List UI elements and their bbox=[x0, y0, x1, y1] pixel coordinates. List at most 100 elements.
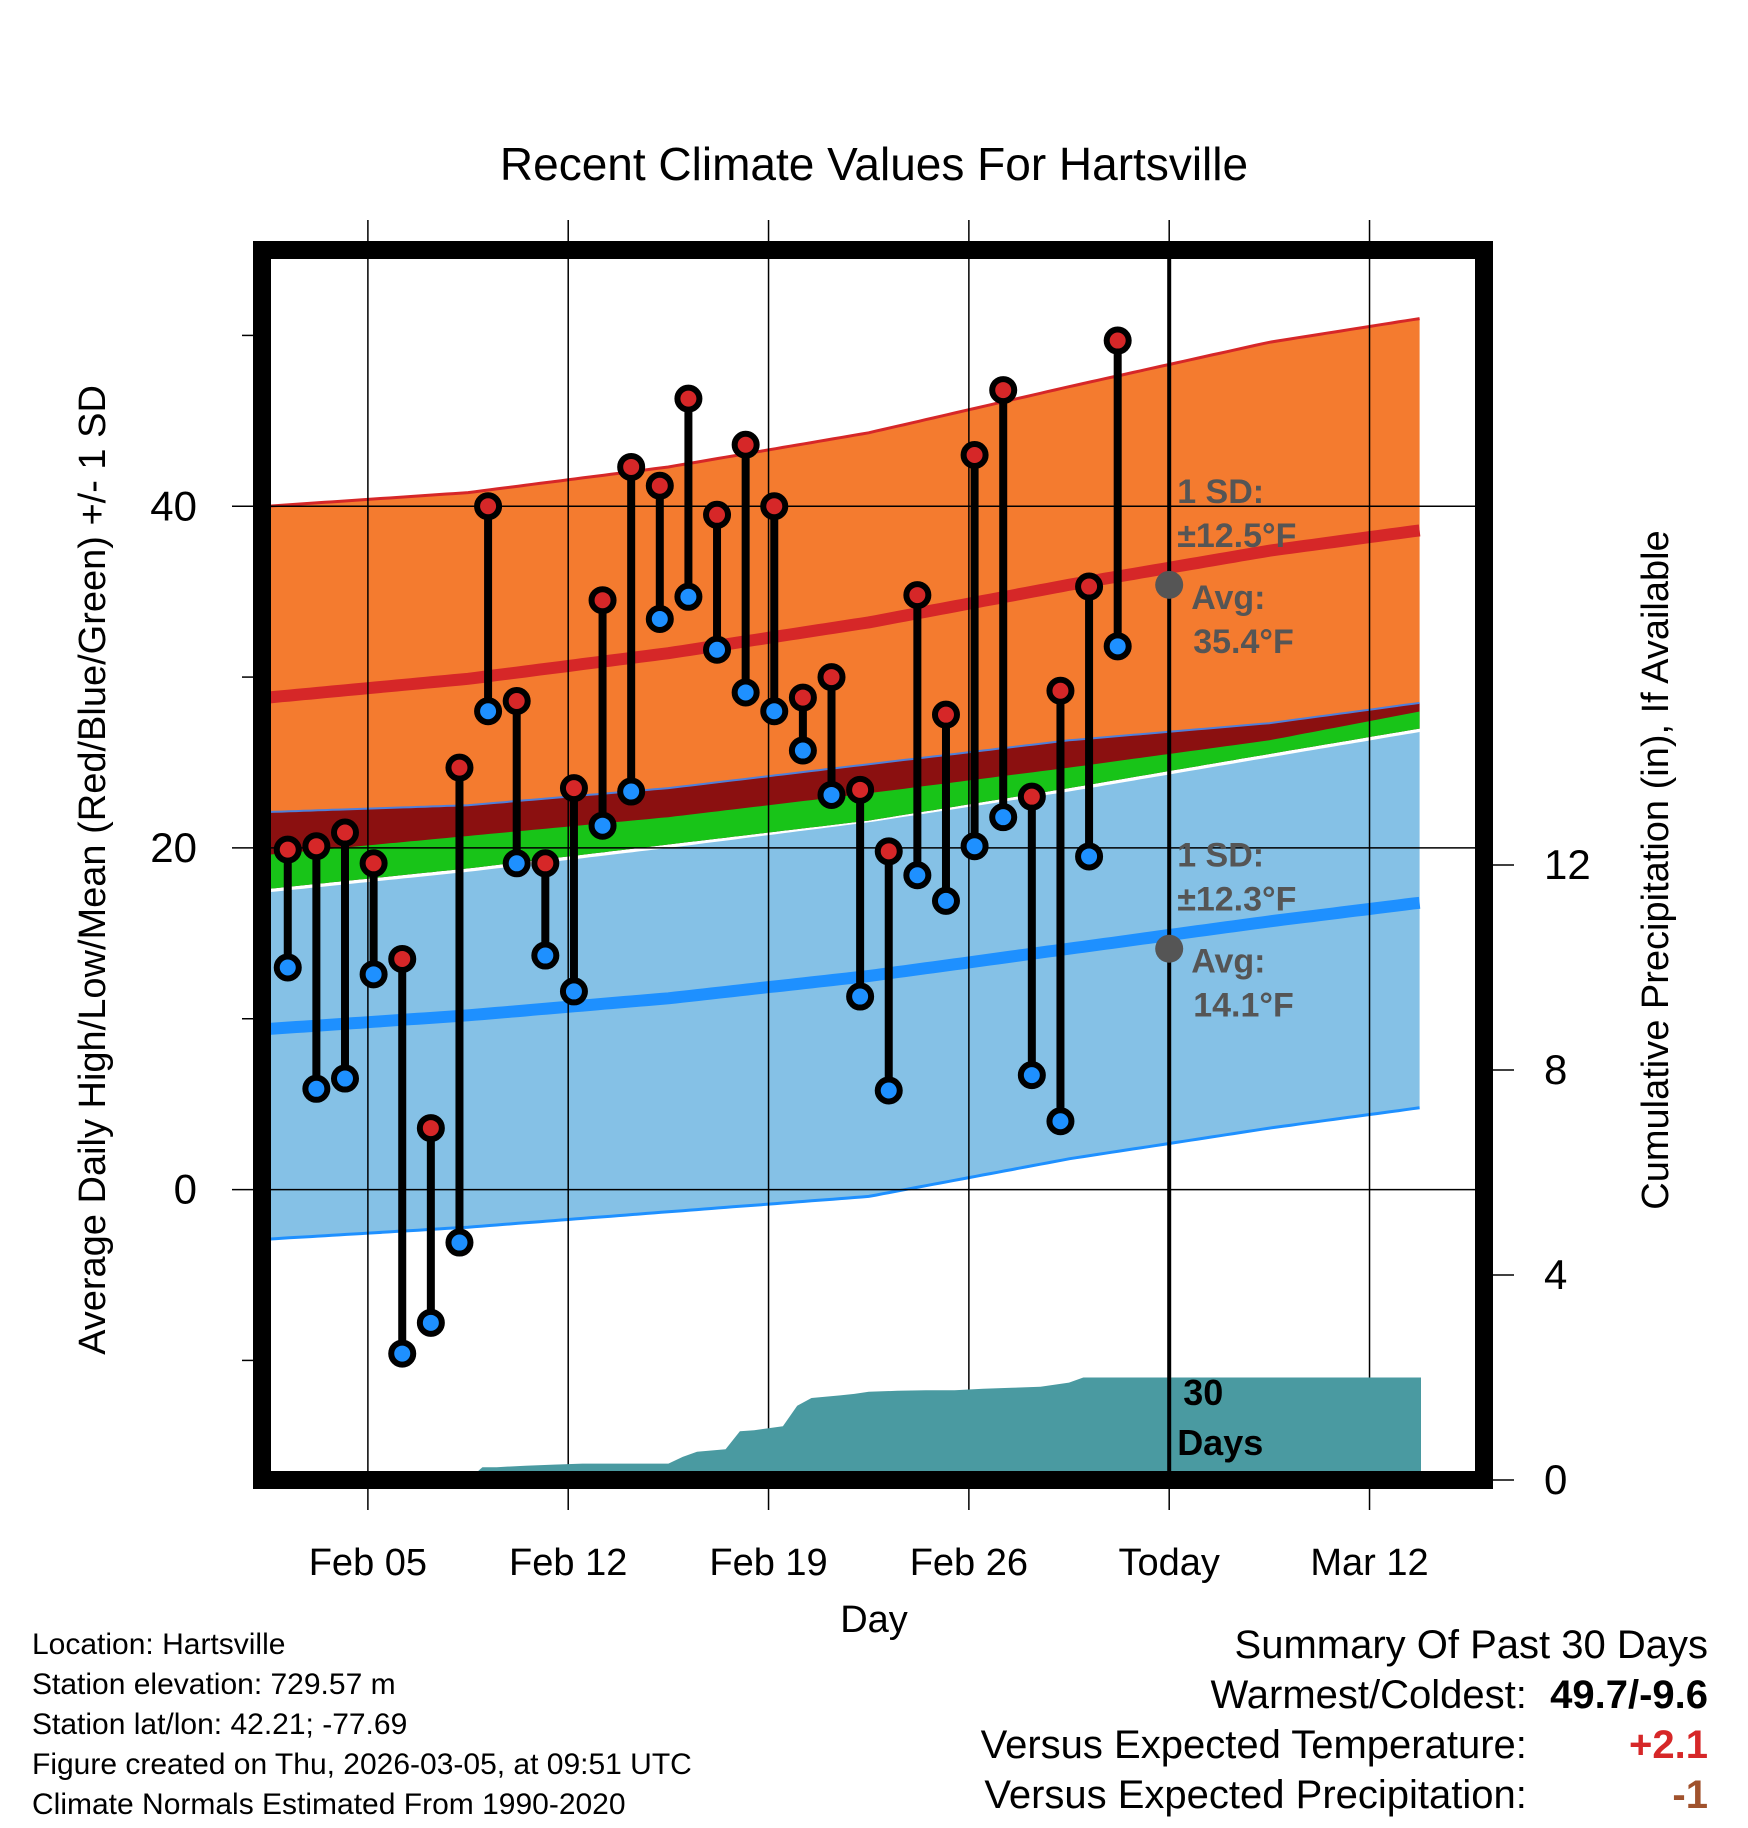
daily-high-point bbox=[989, 376, 1018, 405]
high-avg-value: 35.4°F bbox=[1193, 623, 1294, 661]
daily-high-point bbox=[1103, 326, 1132, 355]
daily-low-point bbox=[502, 849, 531, 878]
x-tick-label: Feb 05 bbox=[309, 1542, 427, 1584]
daily-low-point bbox=[874, 1076, 903, 1105]
daily-high-point bbox=[731, 430, 760, 459]
daily-high-point bbox=[903, 581, 932, 610]
daily-high-point bbox=[1017, 782, 1046, 811]
daily-high-point bbox=[416, 1114, 445, 1143]
precip-value: -1 bbox=[1672, 1773, 1708, 1817]
high-sd-label: 1 SD: bbox=[1177, 473, 1264, 511]
daily-high-point bbox=[817, 663, 846, 692]
y2-tick-label: 0 bbox=[1544, 1456, 1567, 1503]
x-tick-label: Today bbox=[1118, 1542, 1219, 1584]
high-band-upper-edge bbox=[267, 317, 1420, 508]
info-normals: Climate Normals Estimated From 1990-2020 bbox=[32, 1788, 626, 1821]
daily-high-point bbox=[960, 441, 989, 469]
summary-warmest-coldest: Warmest/Coldest: 49.7/-9.6 bbox=[981, 1670, 1709, 1720]
daily-high-point bbox=[531, 849, 560, 878]
daily-low-point bbox=[817, 780, 846, 809]
daily-high-point bbox=[617, 452, 646, 481]
high-normal-band bbox=[267, 318, 1420, 812]
precip-period-unit: Days bbox=[1177, 1422, 1263, 1463]
warmest-coldest-value: 49.7/-9.6 bbox=[1550, 1673, 1708, 1717]
daily-high-point bbox=[502, 687, 531, 715]
summary-temperature: Versus Expected Temperature: +2.1 bbox=[981, 1720, 1708, 1770]
daily-low-point bbox=[531, 941, 560, 970]
daily-low-point bbox=[559, 977, 588, 1006]
daily-low-point bbox=[703, 635, 732, 664]
daily-high-point bbox=[559, 774, 588, 803]
summary-precipitation: Versus Expected Precipitation: -1 bbox=[981, 1770, 1708, 1820]
x-tick-label: Feb 26 bbox=[910, 1542, 1028, 1584]
info-location: Location: Hartsville bbox=[32, 1628, 286, 1661]
daily-high-point bbox=[846, 775, 875, 804]
daily-low-point bbox=[1046, 1107, 1075, 1136]
daily-low-point bbox=[960, 832, 989, 861]
normal-high-avg-marker bbox=[1155, 570, 1184, 599]
daily-low-point bbox=[588, 811, 617, 840]
y2-axis-label: Cumulative Precipitation (in), If Availa… bbox=[1635, 530, 1677, 1209]
x-tick-label: Feb 19 bbox=[709, 1542, 827, 1584]
daily-low-point bbox=[330, 1064, 359, 1093]
daily-high-point bbox=[474, 492, 503, 521]
x-tick-label: Feb 12 bbox=[509, 1542, 627, 1584]
daily-low-point bbox=[931, 886, 960, 915]
daily-low-point bbox=[731, 678, 760, 707]
daily-high-point bbox=[703, 500, 732, 529]
daily-low-point bbox=[474, 697, 503, 726]
high-avg-label: Avg: bbox=[1191, 579, 1265, 617]
info-elevation: Station elevation: 729.57 m bbox=[32, 1668, 396, 1701]
daily-low-point bbox=[359, 960, 388, 989]
daily-high-point bbox=[788, 683, 817, 712]
station-info: Location: Hartsville Station elevation: … bbox=[32, 1625, 692, 1825]
daily-high-point bbox=[359, 849, 388, 878]
daily-low-point bbox=[273, 953, 302, 982]
daily-high-point bbox=[645, 471, 674, 500]
warmest-coldest-label: Warmest/Coldest: bbox=[1210, 1673, 1527, 1717]
daily-low-point bbox=[674, 582, 703, 611]
summary-title: Summary Of Past 30 Days bbox=[1234, 1623, 1708, 1667]
y2-tick-label: 8 bbox=[1544, 1046, 1567, 1093]
normal-high-line bbox=[267, 524, 1421, 704]
low-sd-label: 1 SD: bbox=[1177, 837, 1264, 875]
y2-tick-label: 12 bbox=[1544, 841, 1591, 888]
daily-low-point bbox=[1103, 632, 1132, 661]
plot-area: 1 SD: ±12.5°F Avg: 35.4°F 1 SD: ±12.3°F Avg: 14… bbox=[150, 220, 1591, 1584]
x-tick-label: Mar 12 bbox=[1310, 1542, 1428, 1584]
daily-low-point bbox=[302, 1074, 331, 1103]
low-avg-value: 14.1°F bbox=[1193, 987, 1294, 1025]
normal-low-avg-marker bbox=[1155, 934, 1184, 963]
daily-low-point bbox=[645, 605, 674, 633]
daily-high-point bbox=[760, 492, 789, 521]
y-tick-label: 20 bbox=[150, 824, 197, 871]
x-axis-label: Day bbox=[840, 1599, 908, 1641]
plot-frame bbox=[253, 241, 1493, 1489]
summary-panel: Summary Of Past 30 Days Warmest/Coldest:… bbox=[981, 1620, 1708, 1820]
y-tick-label: 40 bbox=[150, 482, 197, 529]
daily-high-point bbox=[874, 837, 903, 866]
daily-low-point bbox=[788, 736, 817, 765]
daily-low-point bbox=[1075, 842, 1104, 871]
daily-high-point bbox=[1046, 676, 1075, 705]
daily-low-point bbox=[1017, 1061, 1046, 1090]
daily-low-point bbox=[846, 982, 875, 1011]
daily-low-point bbox=[445, 1228, 474, 1257]
low-sd-value: ±12.3°F bbox=[1177, 881, 1296, 919]
y2-tick-label: 4 bbox=[1544, 1251, 1567, 1298]
info-created: Figure created on Thu, 2026-03-05, at 09… bbox=[32, 1748, 692, 1781]
daily-low-point bbox=[760, 697, 789, 726]
daily-high-point bbox=[674, 384, 703, 413]
plot-content bbox=[262, 250, 1484, 1480]
temp-value: +2.1 bbox=[1629, 1723, 1708, 1767]
daily-low-point bbox=[388, 1339, 417, 1368]
daily-high-point bbox=[302, 832, 331, 861]
daily-high-point bbox=[588, 586, 617, 615]
daily-high-point bbox=[1075, 572, 1104, 601]
temp-label: Versus Expected Temperature: bbox=[980, 1723, 1527, 1767]
low-avg-label: Avg: bbox=[1191, 943, 1265, 981]
y-axis-label: Average Daily High/Low/Mean (Red/Blue/Gr… bbox=[72, 385, 114, 1355]
daily-low-point bbox=[416, 1308, 445, 1337]
daily-low-point bbox=[617, 777, 646, 806]
